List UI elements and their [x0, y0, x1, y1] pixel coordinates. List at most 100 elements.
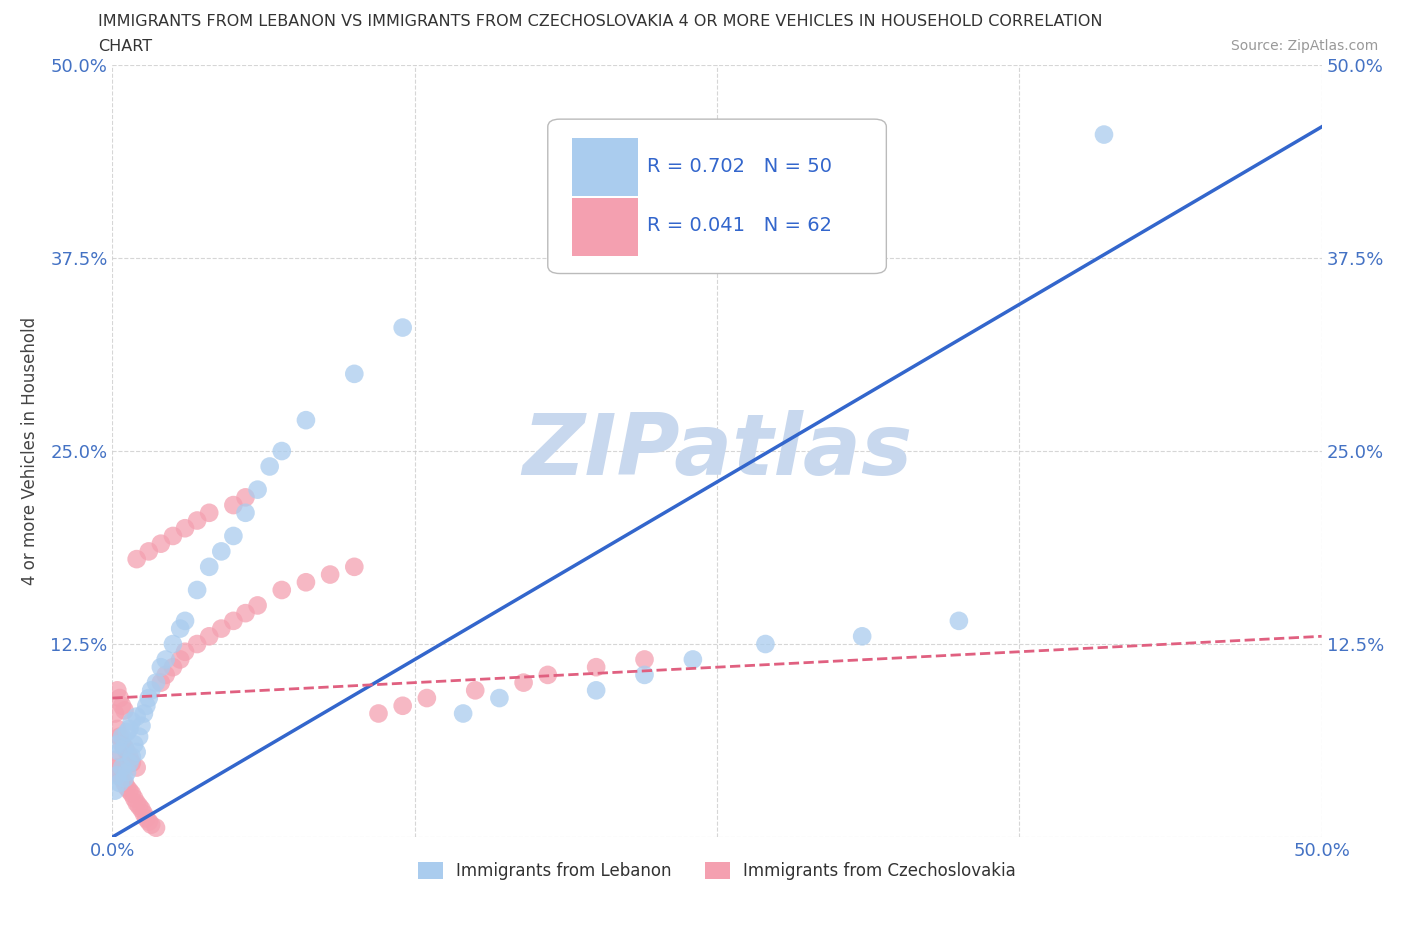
- Point: [118, 722, 141, 737]
- Point: [115, 764, 138, 779]
- Point: [125, 760, 148, 775]
- Point: [186, 513, 208, 528]
- Point: [174, 614, 197, 629]
- Point: [108, 691, 131, 706]
- Point: [105, 760, 128, 775]
- Point: [391, 698, 413, 713]
- Point: [155, 668, 177, 683]
- Point: [198, 559, 221, 574]
- Point: [114, 703, 136, 718]
- Point: [169, 621, 191, 636]
- Point: [138, 544, 160, 559]
- Point: [104, 783, 127, 798]
- Point: [391, 320, 413, 335]
- Point: [270, 582, 292, 597]
- Point: [135, 811, 157, 826]
- Point: [209, 544, 232, 559]
- Point: [121, 750, 143, 764]
- Text: R = 0.041   N = 62: R = 0.041 N = 62: [647, 216, 832, 235]
- Point: [235, 505, 257, 520]
- Point: [131, 802, 153, 817]
- Point: [343, 366, 366, 381]
- Point: [104, 706, 127, 721]
- Point: [115, 724, 138, 739]
- Point: [111, 729, 134, 744]
- Point: [246, 598, 269, 613]
- Point: [114, 776, 136, 790]
- Point: [121, 714, 143, 729]
- Text: Source: ZipAtlas.com: Source: ZipAtlas.com: [1230, 39, 1378, 53]
- Point: [125, 795, 148, 810]
- Point: [111, 737, 134, 751]
- Point: [270, 444, 292, 458]
- Point: [246, 482, 269, 497]
- Point: [114, 771, 136, 786]
- Point: [111, 698, 134, 713]
- Point: [343, 559, 366, 574]
- Point: [585, 659, 607, 674]
- FancyBboxPatch shape: [572, 139, 638, 196]
- Point: [198, 505, 221, 520]
- Point: [633, 652, 655, 667]
- Point: [319, 567, 342, 582]
- Point: [105, 737, 128, 751]
- Point: [222, 614, 245, 629]
- Y-axis label: 4 or more Vehicles in Household: 4 or more Vehicles in Household: [21, 317, 39, 585]
- FancyBboxPatch shape: [572, 198, 638, 256]
- Point: [633, 668, 655, 683]
- Point: [138, 691, 160, 706]
- Point: [125, 551, 148, 566]
- Point: [851, 629, 873, 644]
- Point: [125, 710, 148, 724]
- Point: [108, 745, 131, 760]
- Point: [754, 637, 776, 652]
- Point: [222, 528, 245, 543]
- Point: [121, 787, 143, 802]
- Point: [128, 729, 150, 744]
- Point: [1092, 127, 1115, 142]
- Point: [104, 752, 127, 767]
- Point: [105, 768, 128, 783]
- FancyBboxPatch shape: [548, 119, 886, 273]
- Point: [145, 675, 167, 690]
- Point: [162, 659, 184, 674]
- Point: [367, 706, 389, 721]
- Point: [105, 683, 128, 698]
- Point: [108, 776, 131, 790]
- Point: [114, 740, 136, 755]
- Point: [512, 675, 534, 690]
- Point: [186, 582, 208, 597]
- Point: [145, 820, 167, 835]
- Point: [108, 768, 131, 783]
- Point: [105, 722, 128, 737]
- Point: [174, 644, 197, 659]
- Point: [162, 528, 184, 543]
- Point: [488, 691, 510, 706]
- Point: [122, 790, 145, 805]
- Point: [121, 755, 143, 770]
- Point: [222, 498, 245, 512]
- Point: [155, 652, 177, 667]
- Point: [111, 771, 134, 786]
- Point: [118, 783, 141, 798]
- Point: [128, 799, 150, 814]
- Point: [111, 760, 134, 775]
- Point: [235, 490, 257, 505]
- Point: [198, 629, 221, 644]
- Point: [174, 521, 197, 536]
- Point: [114, 740, 136, 755]
- Point: [149, 537, 172, 551]
- Point: [416, 691, 439, 706]
- Point: [948, 614, 970, 629]
- Point: [537, 668, 560, 683]
- Point: [122, 737, 145, 751]
- Text: R = 0.702   N = 50: R = 0.702 N = 50: [647, 157, 832, 177]
- Point: [259, 459, 281, 474]
- Point: [131, 718, 153, 733]
- Point: [209, 621, 232, 636]
- Point: [682, 652, 704, 667]
- Point: [451, 706, 474, 721]
- Point: [108, 729, 131, 744]
- Point: [132, 706, 155, 721]
- Text: IMMIGRANTS FROM LEBANON VS IMMIGRANTS FROM CZECHOSLOVAKIA 4 OR MORE VEHICLES IN : IMMIGRANTS FROM LEBANON VS IMMIGRANTS FR…: [98, 14, 1102, 29]
